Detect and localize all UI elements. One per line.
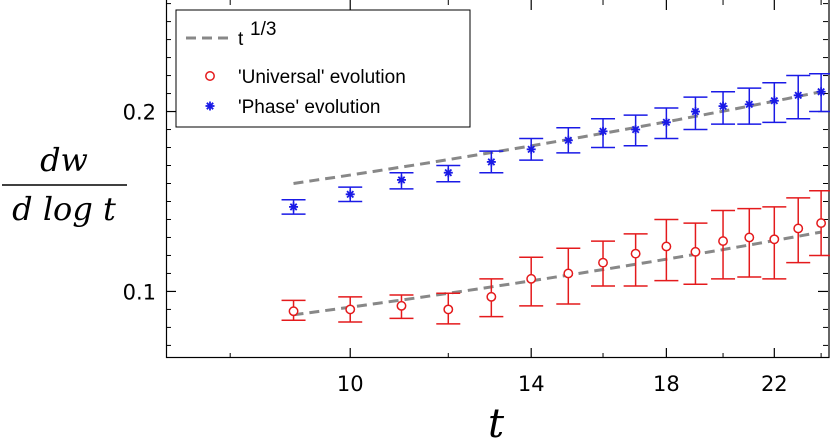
data-point: [690, 107, 700, 117]
data-point-stroke: [662, 118, 671, 127]
legend-label-phase: 'Phase' evolution: [238, 97, 380, 118]
y-axis-label: dw d log t: [2, 141, 127, 228]
data-point: [661, 241, 672, 252]
data-point: [345, 189, 355, 199]
data-point-stroke: [719, 102, 727, 110]
y-tick-label: 0.1: [123, 280, 156, 304]
data-point-stroke: [599, 127, 607, 136]
legend-label-fit-exponent: 1/3: [250, 19, 276, 40]
data-point: [598, 257, 608, 268]
data-point: [563, 268, 574, 279]
data-point: [289, 202, 299, 212]
data-point-stroke: [745, 100, 754, 109]
plot-frame: [165, 0, 830, 359]
data-point-stroke: [631, 125, 640, 134]
data-point: [486, 157, 496, 167]
data-point: [769, 234, 780, 245]
data-point: [345, 304, 356, 315]
data-point-stroke: [770, 96, 779, 105]
data-point: [718, 236, 728, 247]
data-point: [793, 223, 804, 234]
legend: t 1/3 'Universal' evolution 'Phase' evoluti…: [175, 9, 471, 128]
y-axis-label-numerator: dw: [40, 141, 88, 179]
legend-label-fit: t: [238, 29, 244, 50]
data-point: [793, 90, 803, 100]
x-tick-label: 10: [337, 372, 364, 396]
data-point-stroke: [691, 107, 700, 116]
data-point-stroke: [346, 190, 355, 199]
data-point-stroke: [444, 168, 453, 177]
data-point: [744, 99, 754, 109]
fit-line-2: [293, 230, 822, 317]
data-point: [769, 96, 779, 106]
data-point: [526, 144, 536, 154]
x-tick-label: 14: [518, 372, 545, 396]
data-point: [816, 87, 826, 97]
data-point: [443, 168, 453, 178]
x-axis-label: t: [488, 401, 505, 439]
data-point: [630, 248, 641, 259]
data-point: [744, 232, 755, 243]
y-tick-label: 0.2: [123, 101, 156, 125]
fit-line-1: [293, 90, 822, 185]
legend-label-universal: 'Universal' evolution: [238, 67, 406, 88]
data-point: [563, 135, 573, 145]
data-point: [661, 117, 671, 127]
data-point-stroke: [289, 203, 298, 211]
data-point: [631, 125, 641, 135]
data-point: [816, 218, 827, 229]
data-point-stroke: [487, 158, 496, 166]
x-tick-label: 22: [761, 372, 788, 396]
legend-swatch-phase-stroke: [206, 102, 214, 110]
plot-area: 10 14 18 22 0.1 0.2: [123, 0, 830, 396]
data-point: [288, 306, 299, 317]
data-point: [486, 291, 497, 302]
legend-swatch-phase: [205, 101, 215, 111]
data-point: [690, 246, 701, 257]
data-point-stroke: [397, 176, 406, 184]
data-point: [396, 300, 407, 311]
series-phase: [281, 73, 830, 215]
data-point: [526, 273, 537, 284]
x-tick-label: 18: [653, 372, 680, 396]
data-point: [718, 101, 728, 111]
data-point-stroke: [817, 87, 825, 96]
data-point: [396, 175, 406, 185]
data-point-stroke: [564, 136, 573, 145]
data-point-stroke: [527, 145, 536, 154]
data-point-stroke: [794, 91, 803, 100]
data-point: [598, 126, 608, 136]
legend-box: [175, 9, 471, 128]
series-universal: [281, 189, 830, 325]
data-point: [443, 304, 454, 315]
legend-swatch-universal: [205, 71, 215, 81]
y-axis-label-denominator: d log t: [12, 190, 116, 228]
